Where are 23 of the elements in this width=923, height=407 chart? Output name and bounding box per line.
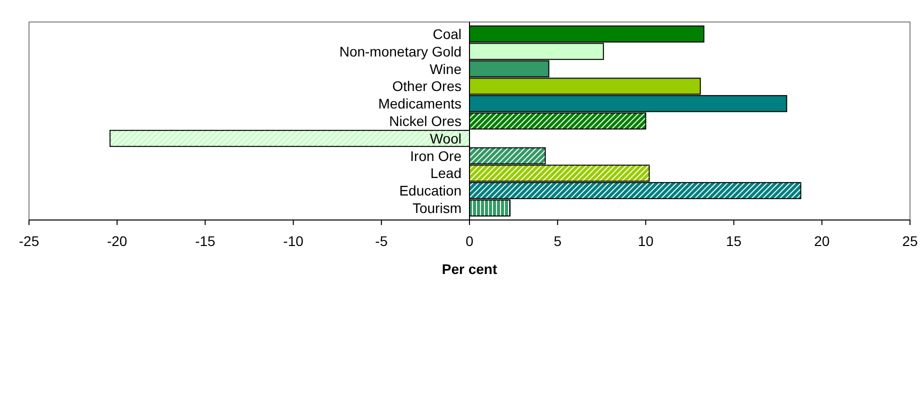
- x-tick-label: 5: [554, 233, 562, 249]
- y-tick-label: Medicaments: [378, 96, 462, 112]
- x-tick-label: -10: [283, 233, 304, 249]
- y-tick-label: Coal: [432, 26, 462, 42]
- x-tick-label: -25: [18, 233, 40, 249]
- y-tick-label: Education: [399, 182, 462, 199]
- y-tick-label: Lead: [430, 165, 462, 182]
- y-tick-label: Wool: [430, 130, 462, 146]
- y-tick-label: Wine: [430, 60, 462, 77]
- x-axis-title: Per cent: [442, 261, 498, 277]
- y-tick-label: Non-monetary Gold: [339, 43, 462, 60]
- x-tick-label: 10: [638, 233, 654, 249]
- x-tick-label: 20: [814, 233, 830, 249]
- y-tick-label: Nickel Ores: [389, 113, 462, 129]
- y-tick-label: Other Ores: [392, 78, 462, 94]
- x-tick-label: 0: [466, 233, 474, 249]
- y-tick-label: Tourism: [412, 200, 462, 216]
- x-tick-label: 25: [902, 233, 918, 249]
- x-tick-label: -20: [106, 233, 128, 249]
- y-tick-label: Iron Ore: [410, 148, 462, 164]
- x-tick-label: -15: [195, 233, 216, 249]
- x-tick-label: 15: [726, 233, 742, 249]
- x-tick-label: -5: [375, 233, 388, 249]
